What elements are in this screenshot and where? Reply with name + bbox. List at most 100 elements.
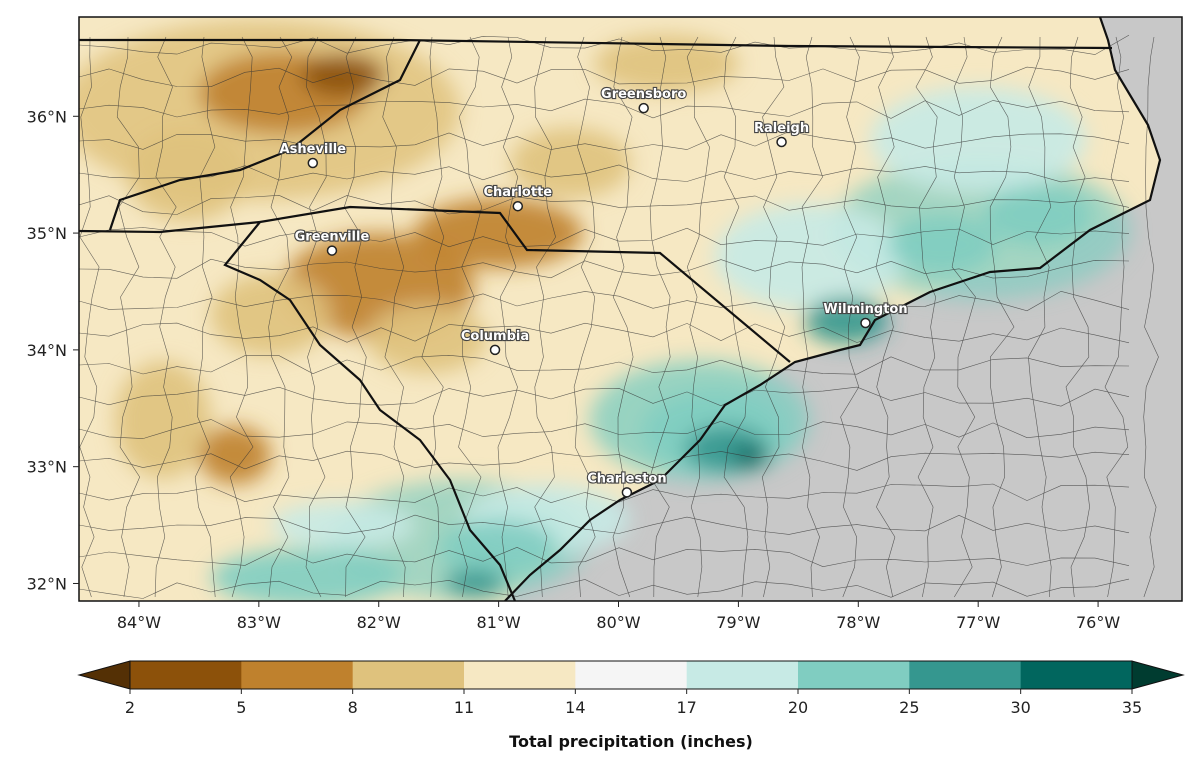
city-markers: Greensboro Raleigh Asheville Charlotte Green… xyxy=(278,86,909,498)
colorbar-tick-label: 30 xyxy=(1010,698,1030,717)
colorbar-segment xyxy=(1020,661,1133,689)
lon-tick-label: 82°W xyxy=(357,613,401,632)
city-charleston: Charleston xyxy=(586,470,668,498)
lat-tick-label: 34°N xyxy=(27,341,67,360)
city-label: Raleigh xyxy=(754,121,809,136)
city-dot xyxy=(621,487,633,498)
county-line xyxy=(79,514,1130,535)
city-charlotte: Charlotte xyxy=(482,184,553,212)
county-line xyxy=(79,290,1130,312)
county-line xyxy=(649,36,671,598)
county-line xyxy=(79,483,1130,504)
city-label: Greensboro xyxy=(601,87,686,102)
lat-tick-label: 33°N xyxy=(27,458,67,477)
county-line xyxy=(1065,36,1090,598)
county-line xyxy=(79,419,1130,439)
city-dot xyxy=(307,157,319,169)
colorbar-tick-label: 17 xyxy=(676,698,696,717)
county-line xyxy=(915,36,938,598)
county-line xyxy=(534,36,556,598)
city-columbia: Columbia xyxy=(460,328,530,356)
colorbar-tick-label: 11 xyxy=(454,698,474,717)
colorbar-tick-label: 2 xyxy=(125,698,135,717)
county-line xyxy=(79,98,1130,119)
city-label: Charlotte xyxy=(483,185,552,200)
colorbar-segment xyxy=(798,661,910,689)
county-line xyxy=(1104,36,1129,598)
county-line xyxy=(79,322,1130,344)
county-line xyxy=(79,227,1130,248)
county-line xyxy=(951,36,976,598)
colorbar-frame xyxy=(129,660,1133,690)
county-line xyxy=(79,354,1130,375)
precipitation-shading xyxy=(79,20,1130,601)
precip-patch-14 xyxy=(888,215,997,274)
colorbar-title: Total precipitation (inches) xyxy=(509,732,753,751)
county-line xyxy=(421,36,445,598)
county-line xyxy=(840,36,860,598)
county-line xyxy=(79,194,1130,215)
lat-tick-label: 32°N xyxy=(27,574,67,593)
county-line xyxy=(79,131,1130,151)
colorbar-segment xyxy=(130,661,242,689)
colorbar-segment xyxy=(686,661,799,689)
county-line xyxy=(305,36,327,598)
nc-sc-border xyxy=(259,205,791,363)
colorbar-tick-label: 14 xyxy=(565,698,585,717)
city-greensboro: Greensboro xyxy=(600,86,687,114)
colorbar-over-arrow xyxy=(1131,660,1185,690)
city-label: Greenville xyxy=(295,230,370,245)
precip-patch-18 xyxy=(732,445,769,470)
colorbar-tick-label: 20 xyxy=(788,698,808,717)
county-line xyxy=(458,36,483,598)
county-line xyxy=(268,36,293,598)
lon-tick-label: 77°W xyxy=(956,613,1000,632)
lon-tick-label: 80°W xyxy=(596,613,640,632)
colorbar-tick-label: 8 xyxy=(348,698,358,717)
county-line xyxy=(686,36,710,598)
county-line xyxy=(573,36,596,598)
precip-patch-7 xyxy=(198,425,271,485)
county-line xyxy=(79,450,1130,471)
nc-tn-border xyxy=(108,39,421,231)
precip-patch-10 xyxy=(594,34,739,93)
lon-tick-label: 83°W xyxy=(237,613,281,632)
colorbar-tick-label: 25 xyxy=(899,698,919,717)
ga-sc-border xyxy=(223,221,517,601)
lon-tick-label: 79°W xyxy=(716,613,760,632)
state-borders xyxy=(79,17,1162,601)
ga-tn-line xyxy=(79,220,261,234)
city-label: Charleston xyxy=(587,471,666,486)
precip-patch-22 xyxy=(210,548,403,601)
precip-patch-1 xyxy=(300,54,385,97)
lon-tick-label: 84°W xyxy=(117,613,161,632)
city-label: Wilmington xyxy=(823,302,907,317)
lat-tick-label: 36°N xyxy=(27,107,67,126)
city-greenville: Greenville xyxy=(294,229,371,256)
lon-tick-label: 76°W xyxy=(1076,613,1120,632)
county-line xyxy=(116,36,141,598)
city-dot xyxy=(638,102,649,114)
nc-va-border xyxy=(79,38,1113,50)
county-line xyxy=(79,546,1130,568)
county-line xyxy=(343,36,367,598)
city-asheville: Asheville xyxy=(278,141,347,169)
precip-patch-12 xyxy=(870,87,1087,193)
colorbar-segment xyxy=(575,661,688,689)
city-dot xyxy=(776,136,787,148)
precip-patch-13 xyxy=(984,186,1093,245)
county-line xyxy=(79,578,1130,599)
city-wilmington: Wilmington xyxy=(822,301,909,329)
county-line xyxy=(79,386,1130,407)
county-line xyxy=(79,164,1130,183)
colorbar-tick-label: 5 xyxy=(236,698,246,717)
precip-patch-20 xyxy=(438,519,559,578)
county-line xyxy=(497,36,519,598)
plot-frame xyxy=(78,16,1183,602)
city-dot xyxy=(326,245,338,256)
lon-tick-label: 78°W xyxy=(836,613,880,632)
county-line xyxy=(761,36,786,598)
county-boundaries xyxy=(79,34,1159,599)
county-line xyxy=(79,36,100,598)
